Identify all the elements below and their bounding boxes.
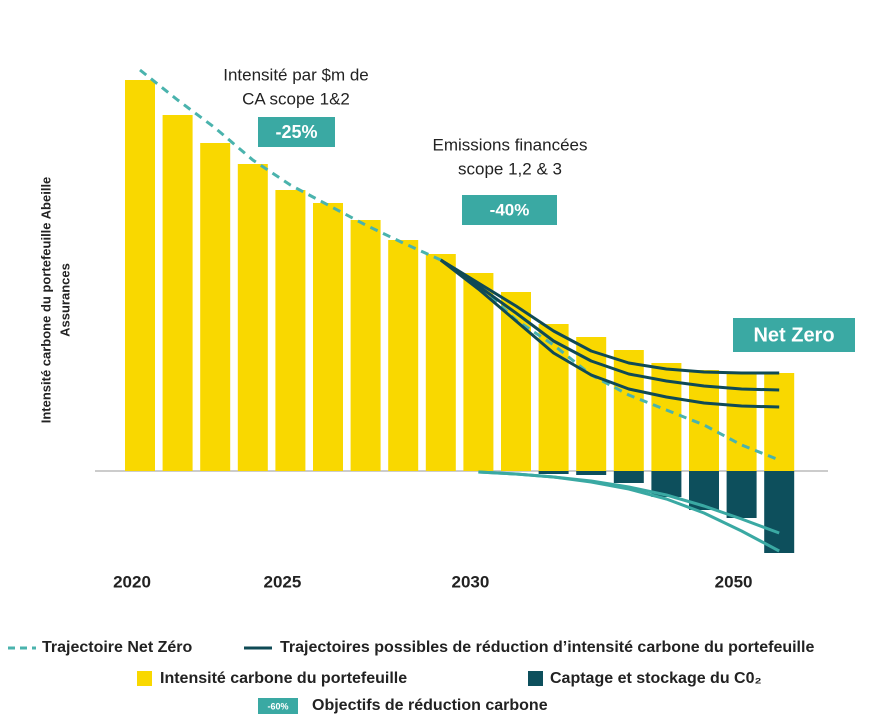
annotation: scope 1,2 & 3 [458,159,562,178]
legend-swatch [528,671,543,686]
bar [463,273,494,471]
bar [237,164,268,471]
bar [613,471,644,483]
x-tick-label: 2050 [715,572,753,591]
line [440,258,780,375]
annotation: Intensité par $m de [223,65,369,84]
bar [125,80,155,471]
badge-label: Net Zero [753,324,834,346]
badge [462,195,557,225]
bar [538,471,569,474]
badge [733,318,855,352]
bar [425,254,456,471]
legend-label: Trajectoire Net Zéro [42,639,193,656]
x-tick-label: 2020 [113,572,151,591]
bar [613,350,644,471]
legend-label: Objectifs de réduction carbone [312,697,548,714]
bar [388,240,419,471]
bar [313,203,343,471]
legend-label: Intensité carbone du portefeuille [160,670,407,687]
x-tick-label: 2025 [263,572,301,591]
legend-label: Trajectoires possibles de réduction d’in… [280,639,814,656]
bar [200,143,231,471]
line [139,68,780,462]
line [439,258,780,409]
badge-label: -60% [267,701,288,711]
bar [350,220,381,471]
bar [726,471,757,518]
badge-label: -40% [490,200,530,219]
badge-label: -25% [275,122,317,142]
legend-label: Captage et stockage du C0₂ [550,670,762,687]
bar [275,190,306,471]
bar [764,471,795,553]
y-label: Intensité carbone du portefeuille Abeill… [38,177,53,424]
bar [576,471,607,475]
annotation: CA scope 1&2 [242,89,350,108]
annotation: Emissions financées [433,135,588,154]
bar [538,324,569,471]
y-label: Assurances [57,263,72,337]
legend-swatch [137,671,152,686]
line [439,258,780,392]
badge [258,698,298,714]
line [478,470,780,553]
bar [162,115,193,471]
badge [258,117,335,147]
x-tick-label: 2030 [451,572,489,591]
